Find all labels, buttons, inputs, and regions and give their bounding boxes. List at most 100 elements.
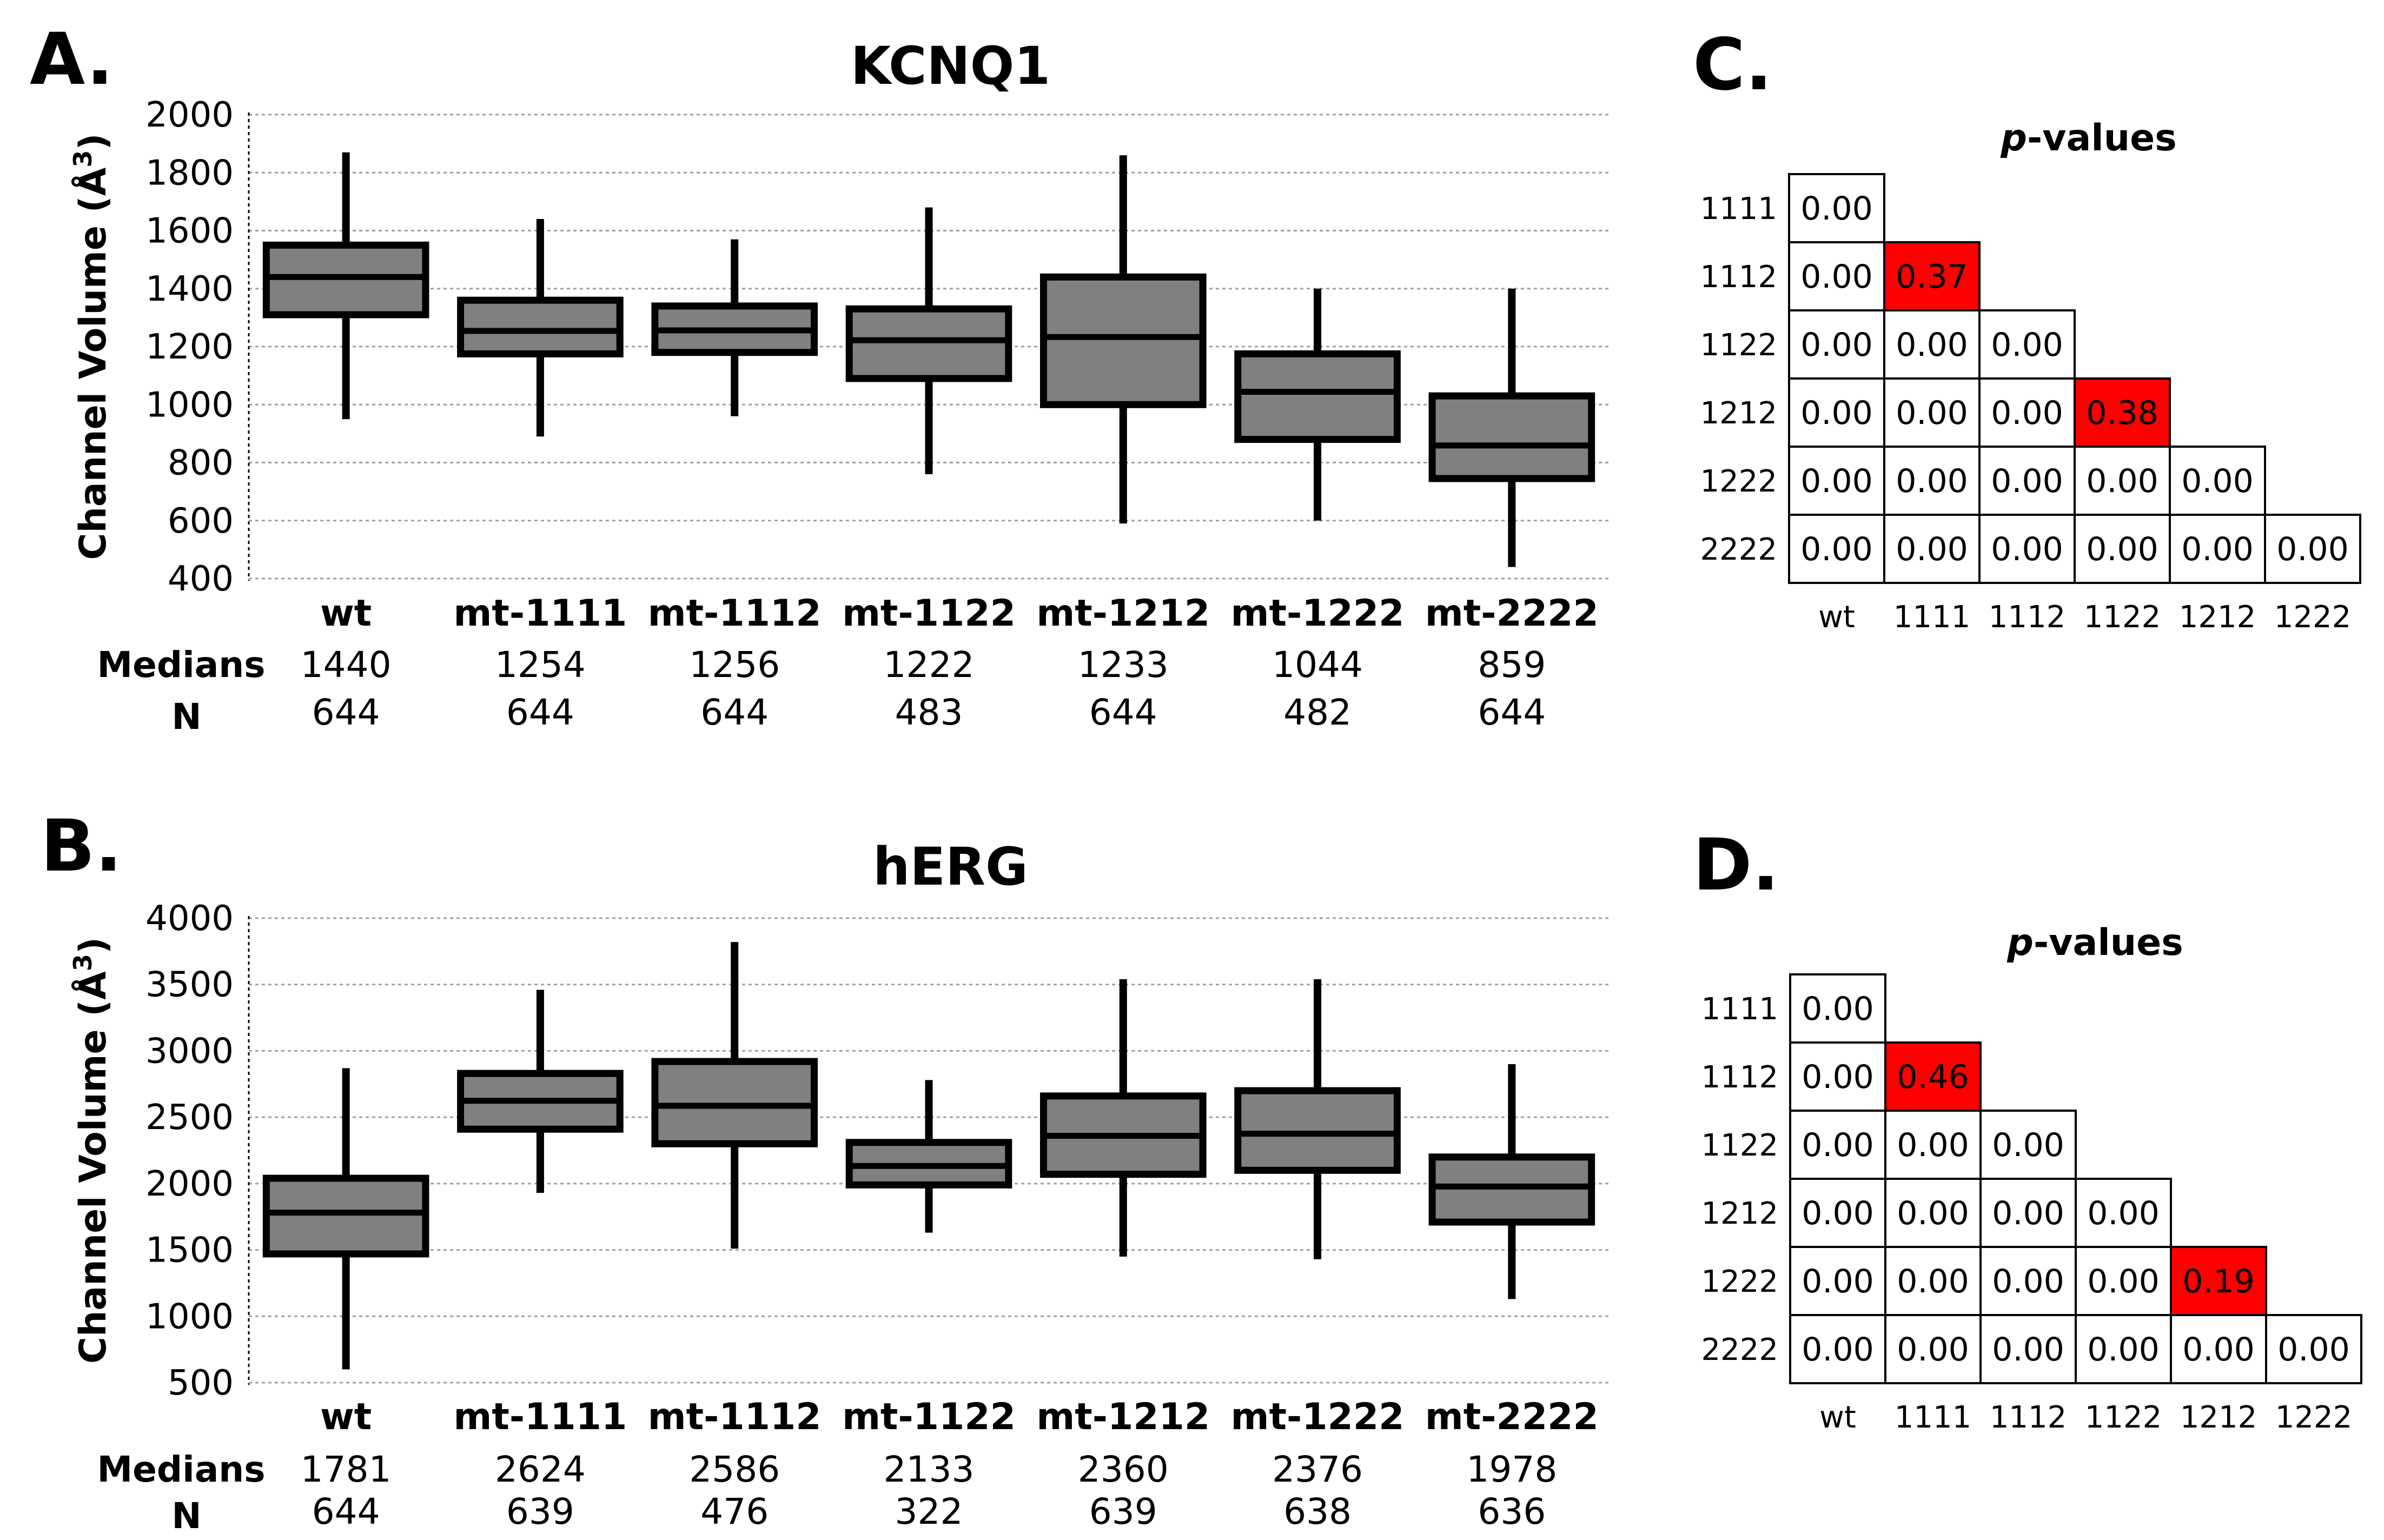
p-value: 0.00 (1802, 1194, 1874, 1232)
y-tick-label: 1600 (145, 211, 234, 251)
p-value: 0.00 (1800, 530, 1873, 568)
p-value: 0.00 (1896, 326, 1968, 364)
matrix-col-label: 1122 (2085, 1400, 2162, 1435)
panel-letter-a: A. (30, 18, 114, 101)
matrix-col-label: 1112 (1989, 600, 2066, 635)
n-value: 644 (312, 1491, 380, 1532)
p-value: 0.00 (1800, 462, 1873, 500)
median-value: 1256 (689, 644, 780, 686)
highlighted-cell (1883, 241, 1981, 311)
y-tick-label: 1800 (145, 153, 234, 193)
p-value: 0.00 (1896, 394, 1968, 432)
median-value: 2376 (1272, 1449, 1363, 1490)
medians-row-label: Medians (97, 1449, 265, 1490)
box-mt-2222 (1428, 392, 1595, 482)
kcnq1-boxplot: 400 600 800 1000 1200 1400 1600 1800 2000 Channel… (68, 36, 1609, 738)
p-value: 0.00 (1802, 1126, 1874, 1164)
y-axis-label: Channel Volume (Å3) (68, 134, 115, 560)
matrix-cell (1884, 1246, 1982, 1316)
matrix-cell (1788, 173, 1885, 243)
matrix-cell (1788, 377, 1885, 448)
p-value: 0.46 (1897, 1058, 1969, 1096)
matrix-cell (2074, 514, 2171, 584)
matrix-col-label: 1222 (2274, 600, 2352, 635)
category-label: mt-2222 (1425, 592, 1599, 635)
matrix-cell (1978, 514, 2076, 584)
matrix-col-label: 1212 (2179, 600, 2256, 635)
matrix-cell (2075, 1314, 2172, 1384)
herg-boxplot: 500 1000 1500 2000 2500 3000 3500 4000 Channel V… (68, 837, 1609, 1537)
matrix-col-label: 1111 (1893, 600, 1971, 635)
matrix-row-label: 1122 (1701, 1128, 1778, 1163)
p-value: 0.00 (1897, 1194, 1969, 1232)
matrix-col-label: wt (1818, 600, 1855, 635)
matrix-row-label: 1111 (1701, 992, 1778, 1027)
matrix-cell (2074, 446, 2171, 516)
y-tick-label: 3000 (145, 1031, 234, 1071)
box-mt-1222 (1234, 1087, 1401, 1174)
matrix-cell (1788, 514, 1885, 584)
panel-letter-b: B. (41, 805, 122, 888)
highlighted-cell (1884, 1041, 1982, 1112)
p-value: 0.00 (2087, 1194, 2160, 1232)
n-value: 639 (506, 1491, 574, 1532)
category-label: mt-1212 (1036, 1396, 1210, 1438)
matrix-title: p-values (2000, 117, 2176, 160)
category-label: wt (320, 592, 372, 635)
p-value: 0.00 (2086, 462, 2158, 500)
p-value: 0.00 (1897, 1331, 1969, 1369)
y-tick-label: 1200 (145, 327, 234, 367)
y-tick-label: 2000 (145, 95, 234, 135)
matrix-cell (1884, 1110, 1982, 1180)
box-mt-1111 (457, 296, 624, 357)
category-label: wt (320, 1396, 372, 1438)
median-value: 2624 (495, 1449, 586, 1490)
y-tick-label: 2000 (145, 1164, 234, 1204)
kcnq1-pvalue-matrix: p-values 1111 0.00 1112 0.00 0.37 1122 0.00 0.00… (1700, 117, 2361, 635)
p-value: 0.00 (1991, 394, 2063, 432)
n-value: 644 (700, 692, 769, 733)
median-value: 1978 (1466, 1449, 1557, 1490)
median-value: 859 (1478, 644, 1546, 686)
matrix-col-label: 1212 (2180, 1400, 2257, 1435)
medians-row-label: Medians (97, 644, 265, 686)
matrix-cell (1979, 1178, 2077, 1248)
median-value: 2360 (1078, 1449, 1169, 1490)
p-value: 0.00 (1991, 530, 2063, 568)
n-value: 638 (1283, 1491, 1352, 1532)
matrix-cell (1978, 309, 2076, 380)
matrix-col-label: 1111 (1895, 1400, 1972, 1435)
p-value: 0.00 (1992, 1194, 2064, 1232)
matrix-cell (1978, 446, 2076, 516)
y-axis-label: Channel Volume (Å3) (68, 937, 115, 1364)
p-value: 0.00 (2087, 1263, 2160, 1300)
p-value: 0.00 (2182, 1331, 2255, 1369)
p-value: 0.00 (1896, 462, 1968, 500)
matrix-cell (1883, 377, 1981, 448)
n-value: 644 (506, 692, 574, 733)
p-value: 0.00 (1800, 394, 1873, 432)
p-value: 0.00 (2181, 530, 2254, 568)
p-value: 0.00 (1800, 190, 1873, 228)
matrix-col-label: wt (1819, 1400, 1856, 1435)
matrix-cell (1788, 446, 1885, 516)
p-value: 0.00 (1802, 1263, 1874, 1300)
n-value: 482 (1283, 692, 1352, 733)
p-value: 0.00 (1897, 1126, 1969, 1164)
matrix-cell (2264, 514, 2361, 584)
p-value: 0.00 (1802, 1058, 1874, 1096)
matrix-cell (1883, 514, 1981, 584)
matrix-row-label: 1212 (1700, 396, 1777, 431)
matrix-cell (1979, 1246, 2077, 1316)
matrix-row-label: 1222 (1701, 1264, 1778, 1299)
box-mt-1212 (1039, 273, 1207, 408)
median-value: 1233 (1078, 644, 1169, 686)
category-label: mt-1212 (1036, 592, 1210, 635)
n-value: 639 (1089, 1491, 1157, 1532)
matrix-cell (2265, 1314, 2362, 1384)
n-value: 644 (1478, 692, 1546, 733)
category-label: mt-2222 (1425, 1396, 1599, 1438)
matrix-row-label: 1212 (1701, 1196, 1778, 1231)
n-row-label: N (171, 1495, 201, 1537)
matrix-row-label: 1222 (1700, 464, 1777, 499)
